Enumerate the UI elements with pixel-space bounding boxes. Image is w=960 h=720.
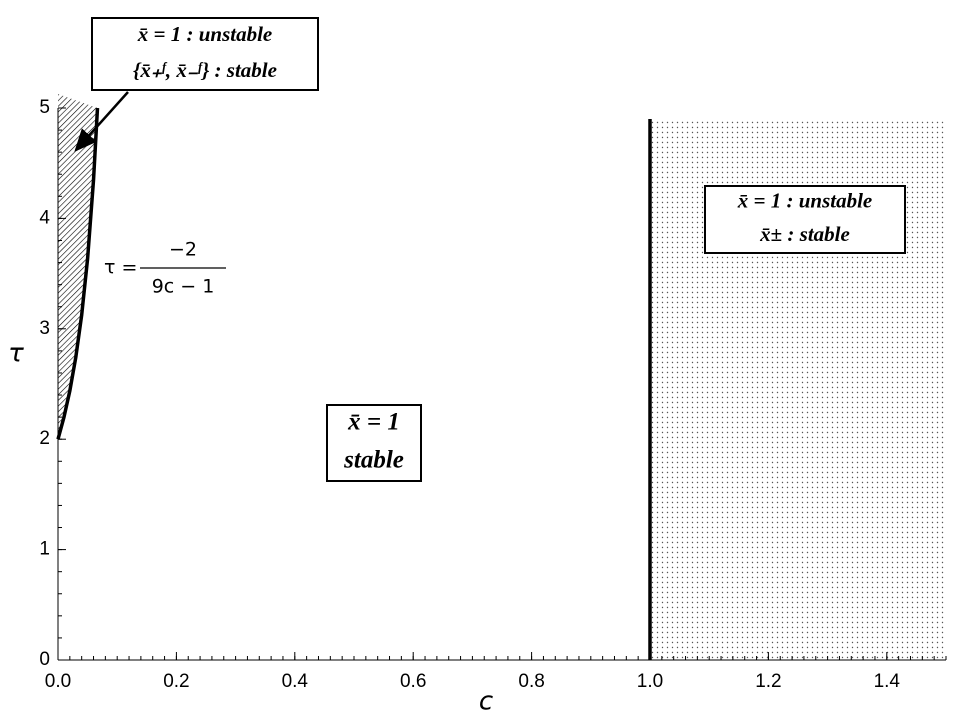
arrow <box>74 91 129 152</box>
hatched-region <box>58 94 98 440</box>
x-tick-label: 0.4 <box>282 671 309 692</box>
y-tick-label: 2 <box>39 428 50 449</box>
x-tick-label: 0.0 <box>45 671 71 692</box>
equation-denominator: 9c − 1 <box>152 276 215 298</box>
annotation-text: x̄± : stable <box>759 222 850 246</box>
x-tick-label: 1.0 <box>637 671 663 692</box>
x-tick-label: 0.2 <box>163 671 189 692</box>
equation-numerator: −2 <box>169 239 197 261</box>
annotation-box <box>326 404 422 482</box>
annotation-text: x̄ = 1 : unstable <box>737 189 872 213</box>
y-axis-label: τ <box>8 339 24 369</box>
annotation-text: stable <box>343 447 404 474</box>
y-tick-label: 3 <box>39 318 50 339</box>
x-tick-label: 0.6 <box>400 671 426 692</box>
curve <box>56 107 100 440</box>
y-tick-label: 0 <box>39 649 50 670</box>
x-tick-label: 1.2 <box>755 671 781 692</box>
equation-lhs: τ = <box>104 257 137 279</box>
annotation-text: {x̄₊ᶠ, x̄₋ᶠ} : stable <box>133 58 277 82</box>
x-tick-label: 1.4 <box>874 671 901 692</box>
annotation-box <box>91 17 319 91</box>
y-tick-label: 1 <box>39 539 50 560</box>
annotation-text: x̄ = 1 : unstable <box>137 22 272 46</box>
annotation-text: x̄ = 1 <box>347 409 400 436</box>
y-tick-label: 5 <box>39 97 50 118</box>
annotation-box <box>704 185 906 254</box>
x-axis-label: c <box>479 687 493 717</box>
x-tick-label: 0.8 <box>518 671 544 692</box>
y-tick-label: 4 <box>39 207 50 228</box>
